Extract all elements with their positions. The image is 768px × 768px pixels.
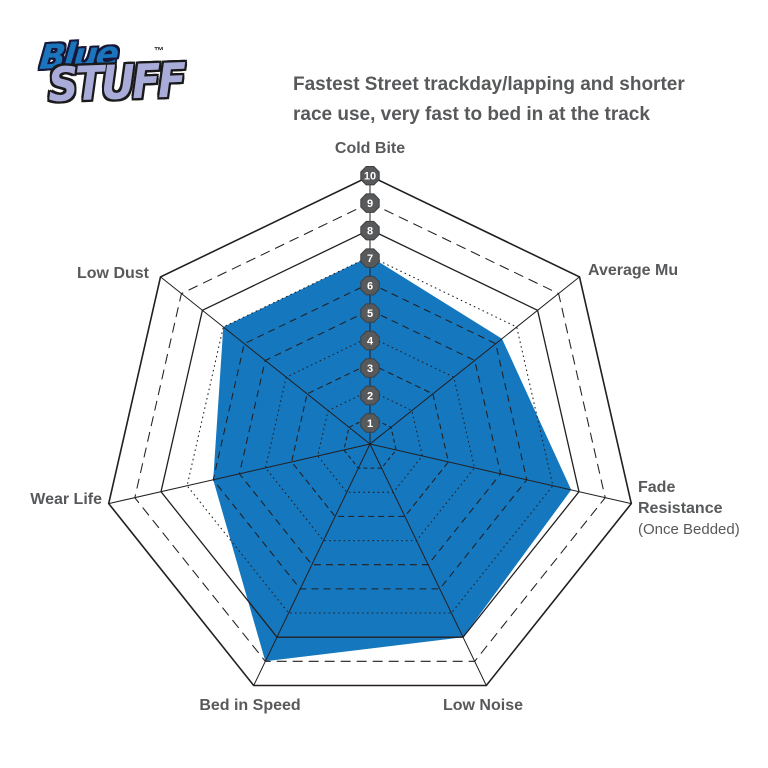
axis-label-low-dust: Low Dust xyxy=(77,265,149,282)
axis-label-low-noise: Low Noise xyxy=(442,697,523,714)
scale-badge-label: 10 xyxy=(364,171,376,183)
radar-spoke xyxy=(369,276,580,445)
scale-badge xyxy=(360,303,380,323)
scale-badge xyxy=(360,330,380,351)
trademark-symbol: ™ xyxy=(154,46,164,57)
radar-grid-ring-10 xyxy=(107,175,633,687)
scale-badge-label: 2 xyxy=(367,391,373,403)
scale-badge-label: 3 xyxy=(367,363,373,375)
bluestuff-logo: Blue STUFF ™ xyxy=(36,34,206,134)
scale-badge xyxy=(360,193,380,213)
axis-label-cold-bite: Cold Bite xyxy=(334,140,406,157)
scale-badge-label: 4 xyxy=(367,336,374,348)
radar-spoke xyxy=(253,443,371,686)
fade-label-line2: Resistance xyxy=(638,500,723,517)
scale-badge-label: 1 xyxy=(367,418,373,430)
radar-grid-ring-8 xyxy=(160,228,580,638)
axis-label-fade-resistance: Fade Resistance (Once Bedded) xyxy=(638,477,740,540)
axis-label-bed-in-speed: Bed in Speed xyxy=(199,697,301,714)
chart-title-line1: Fastest Street trackday/lapping and shor… xyxy=(293,74,685,95)
scale-badge-label: 7 xyxy=(367,253,373,265)
radar-grid-ring-3 xyxy=(291,363,449,517)
radar-grid-ring-5 xyxy=(238,309,502,566)
scale-badge xyxy=(360,166,380,186)
fade-label-line3: (Once Bedded) xyxy=(638,521,740,538)
radar-grid-ring-4 xyxy=(264,336,476,542)
scale-badge-label: 8 xyxy=(367,226,373,238)
radar-grid-ring-6 xyxy=(212,282,528,590)
scale-badge xyxy=(360,248,380,268)
scale-badge xyxy=(360,358,380,378)
chart-title: Fastest Street trackday/lapping and shor… xyxy=(293,70,693,131)
scale-badge-label: 9 xyxy=(367,198,373,210)
scale-badge xyxy=(360,275,380,296)
chart-title-line2: race use, very fast to bed in at the tra… xyxy=(293,104,650,126)
scale-badge xyxy=(360,220,380,241)
radar-grid-ring-9 xyxy=(134,202,606,662)
scale-badge xyxy=(360,413,380,433)
scale-badge xyxy=(360,385,380,406)
radar-grid-ring-1 xyxy=(343,416,397,469)
scale-badge-label: 6 xyxy=(367,281,373,293)
fade-label-line1: Fade xyxy=(638,479,676,496)
axis-label-average-mu: Average Mu xyxy=(588,262,679,279)
axis-label-wear-life: Wear Life xyxy=(30,491,102,508)
radar-fill-polygon xyxy=(213,256,572,662)
scale-badge-label: 5 xyxy=(367,308,373,320)
radar-grid-ring-2 xyxy=(317,389,423,493)
